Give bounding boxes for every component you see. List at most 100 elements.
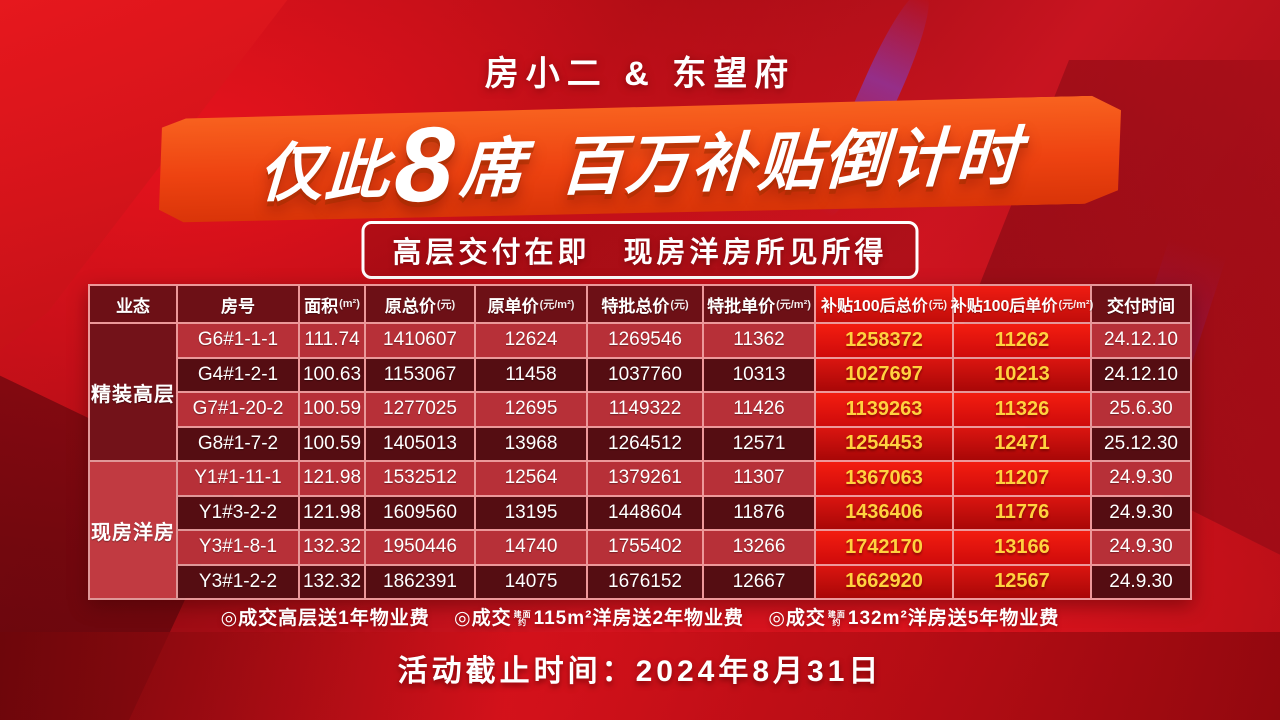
table-cell: 100.59 — [300, 393, 364, 426]
table-cell: 100.59 — [300, 427, 364, 460]
table-cell: 11207 — [954, 462, 1090, 495]
table-cell: 12564 — [476, 462, 586, 495]
table-cell: G6#1-1-1 — [178, 324, 298, 357]
column-header-2: 房号 — [178, 286, 298, 322]
column-header-8: 补贴100后总价 (元) — [816, 286, 952, 322]
group-cell: 现房洋房 — [90, 462, 176, 598]
headline-banner: 仅此 8 席百万补贴倒计时 — [157, 95, 1123, 225]
table-cell: 12667 — [704, 565, 814, 598]
table-cell: 1153067 — [366, 358, 474, 391]
table-cell: 1269546 — [588, 324, 702, 357]
table-cell: 11307 — [704, 462, 814, 495]
table-cell: 13266 — [704, 531, 814, 564]
column-header-10: 交付时间 — [1092, 286, 1190, 322]
table-cell: 1277025 — [366, 393, 474, 426]
table-cell: 1027697 — [816, 358, 952, 391]
table-cell: 10213 — [954, 358, 1090, 391]
table-cell: G8#1-7-2 — [178, 427, 298, 460]
table-cell: 12471 — [954, 427, 1090, 460]
table-cell: 24.9.30 — [1092, 496, 1190, 529]
promo-note-2: ◎成交 建面约 115m²洋房送2年物业费 — [454, 608, 744, 629]
promo-note-2-pre: ◎成交 — [454, 608, 512, 629]
table-cell: 1149322 — [588, 393, 702, 426]
headline-tail: 百万补贴倒计时 — [557, 120, 1023, 203]
promo-note-1-text: ◎成交高层送1年物业费 — [220, 608, 430, 629]
table-cell: 1037760 — [588, 358, 702, 391]
table-cell: 1862391 — [366, 565, 474, 598]
table-cell: 1379261 — [588, 462, 702, 495]
table-cell: 14740 — [476, 531, 586, 564]
table-cell: 11262 — [954, 324, 1090, 357]
table-cell: 1436406 — [816, 496, 952, 529]
deadline: 活动截止时间：2024年8月31日 — [397, 655, 883, 688]
table-cell: 1609560 — [366, 496, 474, 529]
table-cell: Y1#1-11-1 — [178, 462, 298, 495]
table-cell: 1676152 — [588, 565, 702, 598]
table-cell: 13166 — [954, 531, 1090, 564]
headline-number: 8 — [391, 105, 459, 225]
table-cell: 24.9.30 — [1092, 565, 1190, 598]
headline-mid: 席 — [457, 131, 527, 206]
table-cell: 1254453 — [816, 427, 952, 460]
promo-note-2-tiny: 建面约 — [513, 609, 532, 627]
table-cell: 132.32 — [300, 565, 364, 598]
promo-note-3: ◎成交 建面约 132m²洋房送5年物业费 — [768, 608, 1059, 629]
table-cell: 111.74 — [300, 324, 364, 357]
table-cell: 1139263 — [816, 393, 952, 426]
table-cell: 1405013 — [366, 427, 474, 460]
table-cell: 12571 — [704, 427, 814, 460]
sub-headline-text: 高层交付在即 现房洋房所见所得 — [392, 237, 888, 269]
table-cell: G7#1-20-2 — [178, 393, 298, 426]
table-cell: 1264512 — [588, 427, 702, 460]
group-cell: 精装高层 — [90, 324, 176, 460]
table-cell: 12624 — [476, 324, 586, 357]
table-cell: 12567 — [954, 565, 1090, 598]
table-cell: 1950446 — [366, 531, 474, 564]
table-cell: 11426 — [704, 393, 814, 426]
table-cell: 121.98 — [300, 462, 364, 495]
sub-headline: 高层交付在即 现房洋房所见所得 — [361, 221, 919, 279]
table-cell: 11876 — [704, 496, 814, 529]
promo-notes: ◎成交高层送1年物业费 ◎成交 建面约 115m²洋房送2年物业费 ◎成交 建面约 13… — [0, 603, 1280, 630]
column-header-4: 原总价 (元) — [366, 286, 474, 322]
table-cell: 1410607 — [366, 324, 474, 357]
table-cell: 11458 — [476, 358, 586, 391]
table-cell: 10313 — [704, 358, 814, 391]
column-header-5: 原单价 (元/m²) — [476, 286, 586, 322]
table-cell: 14075 — [476, 565, 586, 598]
table-cell: 24.12.10 — [1092, 324, 1190, 357]
table-cell: 25.6.30 — [1092, 393, 1190, 426]
headline-text: 仅此 8 席百万补贴倒计时 — [256, 105, 1023, 214]
promo-note-3-pre: ◎成交 — [768, 608, 826, 629]
table-cell: 12695 — [476, 393, 586, 426]
table-cell: 24.9.30 — [1092, 462, 1190, 495]
promo-note-2-post: 115m²洋房送2年物业费 — [533, 608, 745, 629]
table-cell: 1532512 — [366, 462, 474, 495]
table-cell: 1448604 — [588, 496, 702, 529]
promo-note-3-tiny: 建面约 — [827, 609, 846, 627]
table-cell: 100.63 — [300, 358, 364, 391]
table-cell: 132.32 — [300, 531, 364, 564]
table-cell: 25.12.30 — [1092, 427, 1190, 460]
table-cell: 11776 — [954, 496, 1090, 529]
table-cell: 11326 — [954, 393, 1090, 426]
headline-pre: 仅此 — [256, 134, 393, 210]
table-cell: Y1#3-2-2 — [178, 496, 298, 529]
column-header-6: 特批总价 (元) — [588, 286, 702, 322]
table-cell: 11362 — [704, 324, 814, 357]
table-cell: 1367063 — [816, 462, 952, 495]
brand-title: 房小二 & 东望府 — [484, 55, 796, 93]
table-cell: 1755402 — [588, 531, 702, 564]
table-cell: 13968 — [476, 427, 586, 460]
headline-gap — [525, 162, 559, 163]
promo-note-1: ◎成交高层送1年物业费 — [221, 608, 430, 629]
table-cell: 13195 — [476, 496, 586, 529]
table-cell: 24.9.30 — [1092, 531, 1190, 564]
promo-note-3-post: 132m²洋房送5年物业费 — [847, 608, 1060, 629]
column-header-7: 特批单价 (元/m²) — [704, 286, 814, 322]
column-header-1: 业态 — [90, 286, 176, 322]
table-cell: Y3#1-2-2 — [178, 565, 298, 598]
table-cell: 1662920 — [816, 565, 952, 598]
table-cell: 121.98 — [300, 496, 364, 529]
